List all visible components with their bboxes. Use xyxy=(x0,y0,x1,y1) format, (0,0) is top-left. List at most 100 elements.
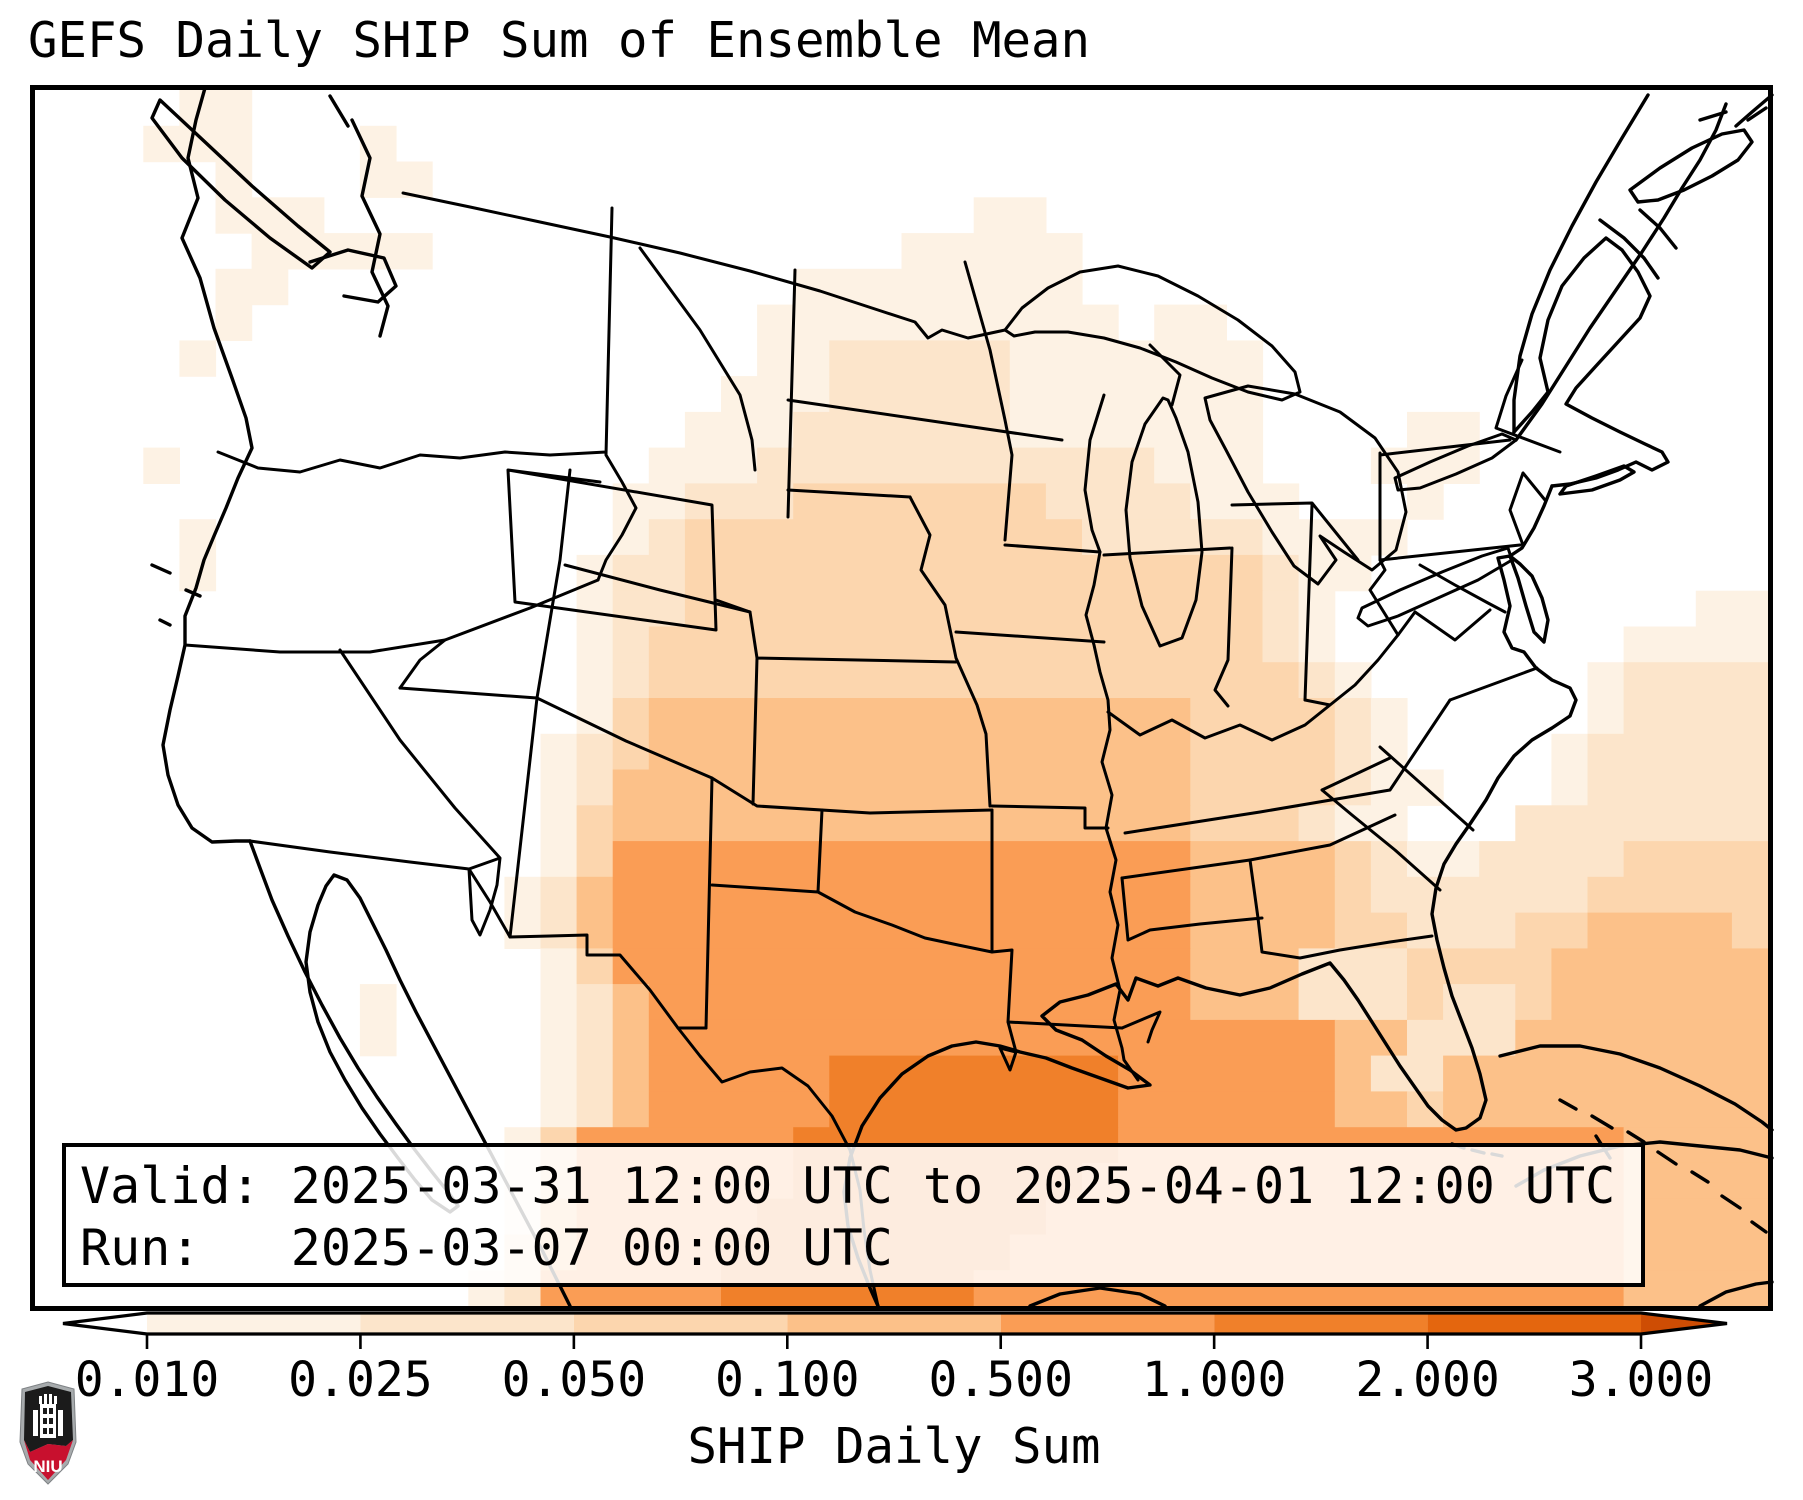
heatmap-cell-run xyxy=(1623,626,1769,663)
heatmap-cell-run xyxy=(1623,1234,1769,1271)
heatmap-cell-run xyxy=(1334,876,1372,914)
heatmap-cell-run xyxy=(1154,304,1227,341)
upper-mississippi xyxy=(1083,393,1140,1082)
heatmap-cell-run xyxy=(1334,733,1372,771)
colorbar-tick-label: 1.000 xyxy=(1141,1352,1287,1408)
lat42-line xyxy=(183,578,600,654)
heatmap-cell-run xyxy=(540,1091,578,1128)
long-island xyxy=(1558,464,1636,496)
wi-il-in-oh xyxy=(1102,343,1360,708)
va-wv xyxy=(1368,558,1539,702)
heatmap-cell-run xyxy=(179,340,217,377)
missouri-river xyxy=(714,495,994,954)
heatmap-cell-run xyxy=(612,1055,650,1092)
canada-border xyxy=(401,191,1007,340)
baja-mexico-path xyxy=(248,839,572,1308)
puget-sound xyxy=(308,94,398,338)
heatmap-cell-run xyxy=(1731,912,1769,949)
heatmap-cell-run xyxy=(1515,1019,1769,1057)
heatmap-cell-run xyxy=(612,626,650,663)
heatmap-cell-run xyxy=(1370,876,1589,914)
lake-huron xyxy=(1203,384,1408,586)
heatmap-cell-run xyxy=(684,483,794,520)
heatmap-cell-run xyxy=(1190,733,1336,771)
ia-mo-ar xyxy=(954,630,1110,830)
colorbar-segment xyxy=(1214,1313,1428,1334)
heatmap-cell-run xyxy=(359,984,397,1021)
heatmap-cell-run xyxy=(1045,483,1191,520)
pa-ny-nj xyxy=(1378,358,1562,562)
heatmap-cell-run xyxy=(540,769,578,806)
colorbar-axis-label: SHIP Daily Sum xyxy=(687,1418,1101,1475)
heatmap-cell-run xyxy=(1298,626,1336,663)
hispaniola xyxy=(1698,1280,1774,1308)
heatmap-cell-run xyxy=(576,733,614,771)
colorbar-segment xyxy=(573,1313,788,1334)
heatmap-cell-run xyxy=(612,733,650,771)
heatmap-cell-run xyxy=(1334,1091,1408,1128)
ut-co-nm-az xyxy=(398,468,994,1030)
heatmap-cell-run xyxy=(1262,554,1300,592)
heatmap-cell-run xyxy=(1262,626,1300,663)
heatmap-cell-run xyxy=(1190,483,1300,520)
al-ms-fl xyxy=(1120,858,1434,1044)
heatmap-cell-run xyxy=(1551,733,1589,771)
colorbar-tick-label: 3.000 xyxy=(1568,1352,1714,1408)
heatmap-cell-run xyxy=(612,662,650,699)
heatmap-cell-run xyxy=(612,1091,650,1128)
colorbar-segment xyxy=(360,1313,574,1334)
gulf-atlantic-coast xyxy=(842,484,1578,1308)
vancouver-island xyxy=(150,98,332,270)
heatmap-cell-run xyxy=(359,125,397,163)
colorbar-ticks xyxy=(145,1334,1643,1349)
state-borders xyxy=(183,191,1562,1308)
colorbar-tick-label: 0.010 xyxy=(74,1352,220,1408)
heatmap-cell-run xyxy=(1479,841,1625,878)
heatmap-cell-run xyxy=(684,554,1264,592)
valid-run-infobox: Valid: 2025-03-31 12:00 UTC to 2025-04-0… xyxy=(62,1143,1645,1287)
ca-nv-az xyxy=(338,638,502,937)
ohio-river xyxy=(1106,610,1417,742)
colorbar-tick-label: 2.000 xyxy=(1355,1352,1500,1408)
heatmap-cell-run xyxy=(576,876,614,914)
heatmap-cell-run xyxy=(540,984,578,1021)
heatmap-cell-run xyxy=(576,912,614,949)
wa-or-id xyxy=(216,206,638,582)
heatmap-cell-run xyxy=(829,340,1011,377)
lake-ontario xyxy=(1393,432,1518,492)
colorbar-outline xyxy=(62,1311,1728,1336)
heatmap-cell-run xyxy=(540,841,578,878)
heatmap-cell-run xyxy=(540,805,578,842)
heatmap-cell-run xyxy=(576,769,614,806)
heatmap-cell-run xyxy=(829,376,1011,413)
coastlines xyxy=(150,86,1774,1308)
run-line: Run: 2025-03-07 00:00 UTC xyxy=(80,1219,893,1277)
map-border xyxy=(30,85,1773,1311)
heatmap-cell-run xyxy=(757,304,1119,341)
heatmap-cell-run xyxy=(1623,662,1769,699)
map-canvas xyxy=(30,85,1774,1311)
heatmap-cell-run xyxy=(576,805,614,842)
northeast-coast xyxy=(1512,236,1670,488)
heatmap-cell-run xyxy=(1118,1091,1336,1128)
heatmap-cell-run xyxy=(1443,1091,1769,1128)
heatmap-cell-run xyxy=(576,1091,614,1128)
heatmap-cell-run xyxy=(1587,912,1733,949)
tx-la xyxy=(998,1046,1018,1072)
heatmap-cell-run xyxy=(540,948,578,985)
lake-michigan xyxy=(1124,396,1204,648)
heatmap-cell-run xyxy=(540,912,578,949)
carolinas-ga xyxy=(1320,745,1475,892)
heatmap-cell-run xyxy=(1334,698,1372,735)
heatmap-cell-run xyxy=(540,876,578,914)
colorbar-segment xyxy=(1000,1313,1215,1334)
heatmap-cell-run xyxy=(1262,519,1408,556)
heatmap-cell-run xyxy=(540,1055,578,1092)
st-lawrence xyxy=(1512,93,1728,442)
heatmap-cell-run xyxy=(648,733,1191,771)
heatmap-cell-run xyxy=(612,984,650,1021)
heatmap-cell-run xyxy=(359,161,433,198)
colorbar-extend-arrow xyxy=(63,1313,147,1334)
heatmap-cell-run xyxy=(1370,769,1444,806)
